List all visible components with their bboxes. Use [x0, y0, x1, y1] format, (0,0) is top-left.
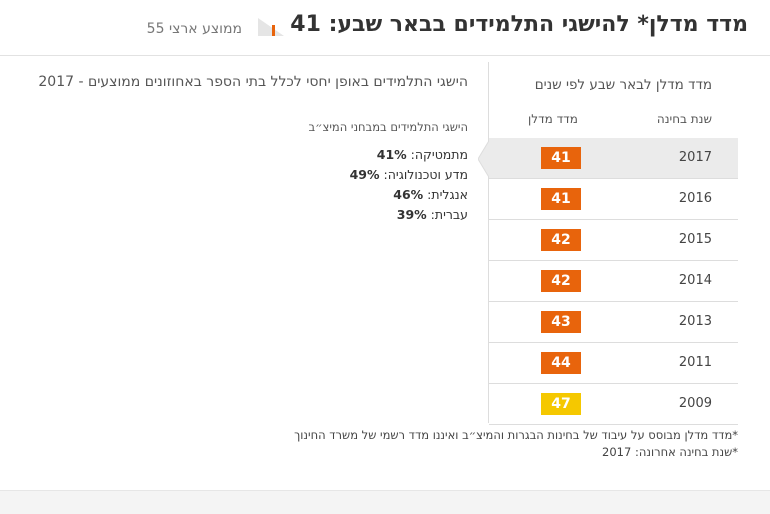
year: 2015: [678, 232, 712, 247]
score-label: עברית:: [430, 207, 468, 222]
column-header: שנת בחינה: [656, 112, 712, 126]
score-badge: 43: [541, 311, 581, 333]
selection-arrow: [478, 139, 490, 179]
panel-divider: [488, 62, 489, 423]
score-value: 46%: [393, 187, 424, 202]
score-badge: 41: [541, 147, 581, 169]
year: 2013: [678, 314, 712, 329]
footnote: *שנת בחינה אחרונה: 2017: [602, 445, 738, 459]
table-row: 2017 41: [489, 138, 738, 179]
table-row: 2015 42: [489, 220, 738, 261]
score-label: מתמטיקה:: [410, 147, 468, 162]
score-badge: 47: [541, 393, 581, 415]
score-line: מדע וטכנולוגיה: 49%: [350, 167, 468, 182]
score-badge: 41: [541, 188, 581, 210]
left-panel-title: הישגי התלמידים באופן יחסי לכלל בתי הספר …: [38, 74, 468, 90]
table-row: 2009 47: [489, 384, 738, 425]
score-value: 49%: [349, 167, 380, 182]
year: 2017: [678, 150, 712, 165]
year: 2014: [678, 273, 712, 288]
left-panel-subtitle: הישגי התלמידים במבחני המיצ״ב: [308, 120, 468, 134]
right-panel-title: מדד מדלן לבאר שבע לפי שנים: [534, 77, 712, 93]
year: 2016: [678, 191, 712, 206]
table-row: 2014 42: [489, 261, 738, 302]
header-divider: [0, 55, 770, 56]
score-line: אנגלית: 46%: [393, 187, 468, 202]
index-icon: [258, 18, 284, 36]
footer-bar: [0, 490, 770, 514]
title: מדד מדלן* להישגי התלמידים בבאר שבע: 41: [290, 12, 748, 37]
table-row: 2013 43: [489, 302, 738, 343]
score-line: עברית: 39%: [397, 207, 468, 222]
score-value: 41%: [376, 147, 407, 162]
table-row: 2011 44: [489, 343, 738, 384]
score-badge: 42: [541, 270, 581, 292]
score-label: אנגלית:: [427, 187, 468, 202]
national-average: ממוצע ארצי 55: [146, 21, 242, 37]
year: 2009: [678, 396, 712, 411]
column-header: מדד מדלן: [528, 112, 578, 126]
footnote: *מדד מדלן מבוסס על עיבוד של בחינות הבגרו…: [294, 428, 738, 442]
score-value: 39%: [396, 207, 427, 222]
score-line: מתמטיקה: 41%: [377, 147, 468, 162]
score-badge: 44: [541, 352, 581, 374]
table-row: 2016 41: [489, 179, 738, 220]
score-label: מדע וטכנולוגיה:: [383, 167, 468, 182]
year: 2011: [678, 355, 712, 370]
score-badge: 42: [541, 229, 581, 251]
